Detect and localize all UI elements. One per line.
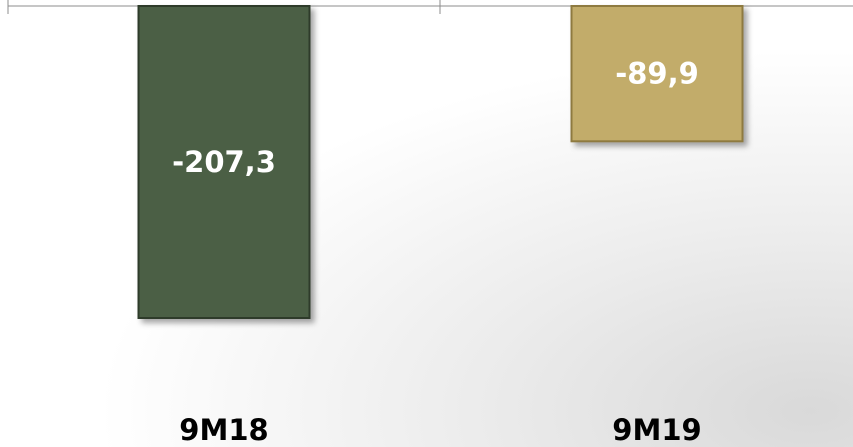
data-label-9m18: -207,3 <box>172 145 276 179</box>
bar-9m19 <box>570 5 744 143</box>
data-label-9m19: -89,9 <box>615 57 699 91</box>
category-label-9m18: 9M18 <box>179 413 268 447</box>
bar-9m18 <box>137 5 311 319</box>
category-label-9m19: 9M19 <box>612 413 701 447</box>
